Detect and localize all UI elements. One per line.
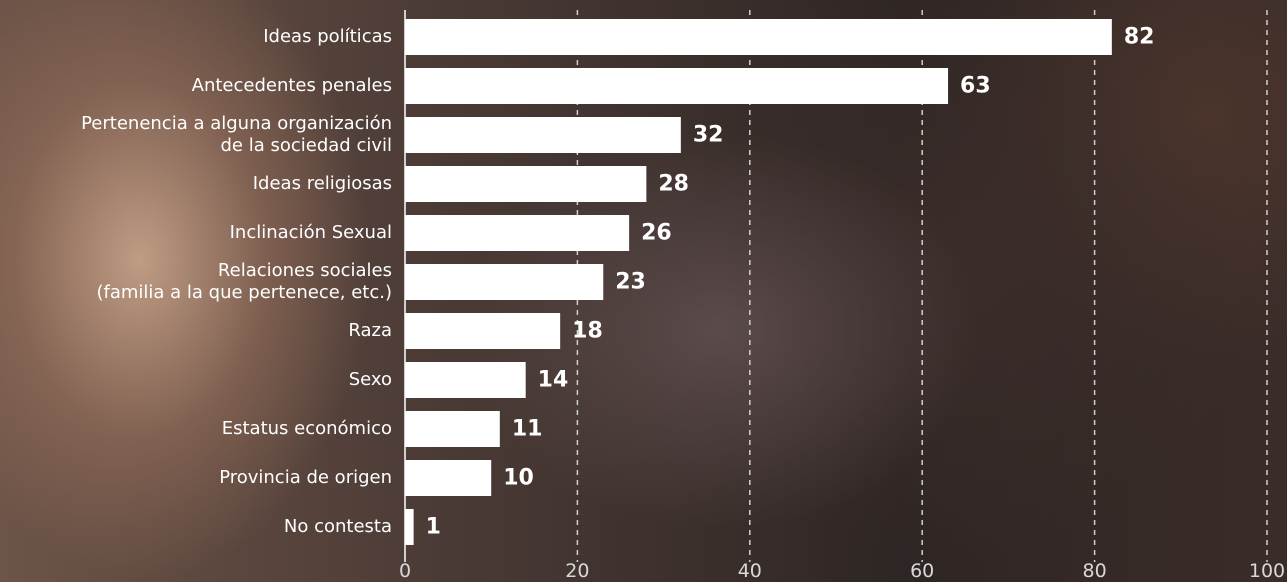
value-label: 1 <box>425 514 441 540</box>
bar <box>405 460 492 496</box>
value-label: 18 <box>572 318 603 344</box>
bar <box>405 117 681 153</box>
bar <box>405 166 647 202</box>
value-label: 63 <box>960 73 991 99</box>
x-tick-label: 60 <box>910 560 935 582</box>
x-tick-label: 100 <box>1248 560 1286 582</box>
category-label: Pertenencia a alguna organización de la … <box>81 113 392 156</box>
x-tick-label: 0 <box>398 560 412 582</box>
bar <box>405 264 604 300</box>
value-label: 23 <box>615 269 646 295</box>
bar <box>405 215 630 251</box>
bar <box>405 19 1112 55</box>
bar <box>405 313 561 349</box>
value-label: 14 <box>537 367 569 393</box>
category-label: Ideas políticas <box>263 26 392 47</box>
category-label: Estatus económico <box>221 418 392 439</box>
value-label: 28 <box>658 171 689 197</box>
category-label: Ideas religiosas <box>252 173 392 194</box>
category-label: Sexo <box>348 369 392 390</box>
value-label: 11 <box>511 416 543 442</box>
category-label: Inclinación Sexual <box>229 222 392 243</box>
value-label: 32 <box>692 122 724 148</box>
category-label: Raza <box>348 320 392 341</box>
value-label: 26 <box>641 220 672 246</box>
category-label: Antecedentes penales <box>191 75 392 96</box>
bar <box>405 362 526 398</box>
bar <box>405 509 414 545</box>
bar <box>405 411 500 447</box>
bar <box>405 68 949 104</box>
category-label: Relaciones sociales (familia a la que pe… <box>96 260 392 303</box>
value-label: 82 <box>1123 24 1155 50</box>
x-tick-label: 40 <box>737 560 762 582</box>
value-label: 10 <box>503 465 534 491</box>
category-label: No contesta <box>283 516 392 537</box>
x-tick-label: 80 <box>1082 560 1107 582</box>
category-label: Provincia de origen <box>219 467 392 488</box>
x-tick-label: 20 <box>565 560 590 582</box>
